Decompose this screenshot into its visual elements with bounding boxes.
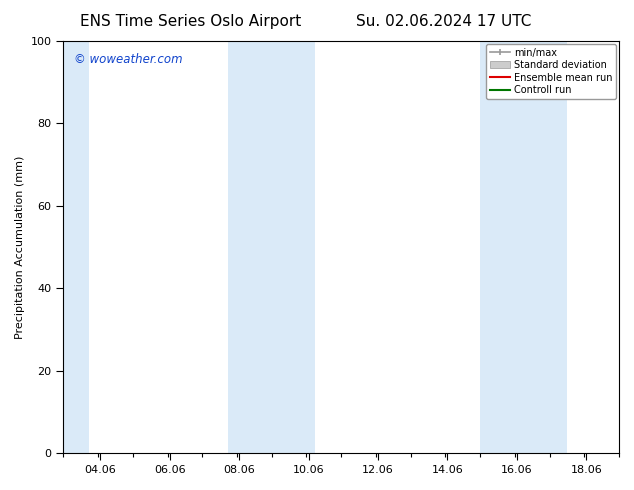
Text: © woweather.com: © woweather.com bbox=[74, 53, 183, 67]
Legend: min/max, Standard deviation, Ensemble mean run, Controll run: min/max, Standard deviation, Ensemble me… bbox=[486, 44, 616, 99]
Text: Su. 02.06.2024 17 UTC: Su. 02.06.2024 17 UTC bbox=[356, 14, 531, 29]
Text: ENS Time Series Oslo Airport: ENS Time Series Oslo Airport bbox=[80, 14, 301, 29]
Bar bbox=[228, 41, 315, 453]
Bar bbox=[480, 41, 567, 453]
Bar bbox=[63, 41, 89, 453]
Y-axis label: Precipitation Accumulation (mm): Precipitation Accumulation (mm) bbox=[15, 155, 25, 339]
